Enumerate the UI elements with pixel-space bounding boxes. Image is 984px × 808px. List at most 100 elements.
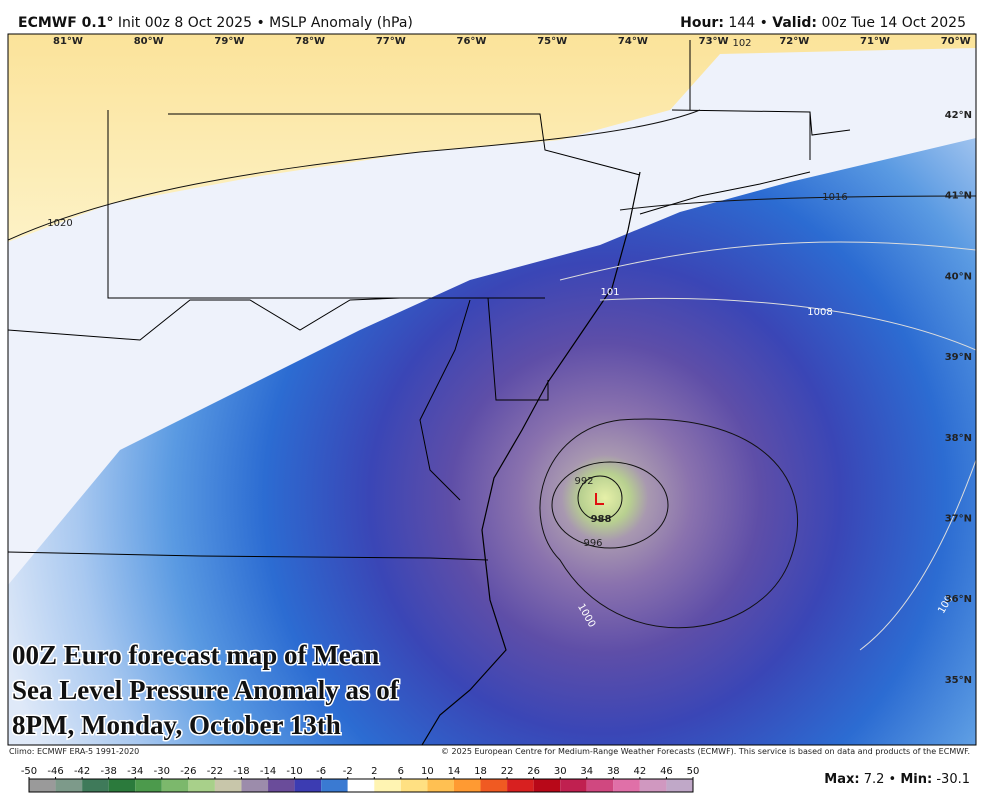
isobars (8, 109, 976, 629)
caption: 8PM, Monday, October 13th (12, 710, 341, 740)
latitude-label: 41°N (945, 191, 972, 202)
latitude-label: 42°N (945, 110, 972, 121)
colorbar-tick-label: -42 (74, 766, 90, 777)
colorbar-tick-label: -30 (154, 766, 170, 777)
colorbar-tick-label: -10 (286, 766, 302, 777)
contour-label: 988 (591, 514, 612, 525)
colorbar-bin (507, 779, 534, 792)
colorbar-bin (188, 779, 215, 792)
longitude-label: 79°W (214, 36, 244, 47)
colorbar-bin (161, 779, 189, 792)
colorbar-tick-label: -50 (21, 766, 37, 777)
negative-anomaly (8, 138, 976, 745)
colorbar-bin (586, 779, 614, 792)
colorbar-bin (268, 779, 295, 792)
stats: Max: 7.2 • Min: -30.1 (824, 772, 970, 787)
colorbar-bin (639, 779, 667, 792)
colorbar-tick-label: 18 (474, 766, 487, 777)
header-right: Hour: 144 • Valid: 00z Tue 14 Oct 2025 (680, 15, 966, 31)
colorbar-bin (29, 779, 56, 792)
colorbar-bin (427, 779, 454, 792)
colorbar-tick-label: 42 (634, 766, 647, 777)
positive-anomaly (8, 34, 976, 242)
colorbar-bin (241, 779, 269, 792)
separator: • (889, 772, 897, 787)
colorbar-tick-label: 34 (580, 766, 593, 777)
contour-label: 101 (600, 287, 619, 298)
min: -30.1 (936, 772, 970, 787)
longitude-label: 77°W (376, 36, 406, 47)
colorbar-tick-label: 30 (554, 766, 567, 777)
colorbar-bin (294, 779, 322, 792)
colorbar-tick-label: -38 (101, 766, 117, 777)
graticule: 81°W 80°W 79°W 78°W 77°W 76°W 75°W 74°W 73°W 72°W… (53, 36, 972, 686)
separator: • (760, 15, 768, 31)
colorbar-tick-label: 26 (527, 766, 540, 777)
colorbar-bin (135, 779, 162, 792)
colorbar-tick-label: 46 (660, 766, 673, 777)
colorbar-tick-label: 50 (687, 766, 700, 777)
contour-label: 102 (732, 38, 751, 49)
colorbar-tick-label: 14 (448, 766, 461, 777)
colorbar-tick-label: -22 (207, 766, 223, 777)
colorbar-bin (453, 779, 481, 792)
colorbar-tick-label: -34 (127, 766, 143, 777)
colorbar-bin (108, 779, 136, 792)
colorbar-tick-label: -6 (316, 766, 326, 777)
longitude-label: 81°W (53, 36, 83, 47)
colorbar-bin (533, 779, 561, 792)
latitude-label: 38°N (945, 433, 972, 444)
min-label: Min: (900, 772, 932, 787)
colorbar-tick-label: 38 (607, 766, 620, 777)
longitude-label: 74°W (618, 36, 648, 47)
latitude-label: 40°N (945, 271, 972, 282)
colorbar-tick-label: 10 (421, 766, 434, 777)
longitude-label: 71°W (860, 36, 890, 47)
hour: 144 (728, 15, 755, 31)
colorbar-bin (214, 779, 242, 792)
latitude-label: 36°N (945, 594, 972, 605)
colorbar: -50 -46 -42 -38 -34 -30 -26 -22 -18 -14 -10 -6 -2 2 6 1… (21, 766, 700, 793)
contour-label: 1008 (807, 307, 832, 318)
caption: Sea Level Pressure Anomaly as of (12, 675, 400, 705)
header-left: ECMWF 0.1° Init 00z 8 Oct 2025 • MSLP An… (18, 15, 413, 31)
boundaries (8, 40, 851, 745)
colorbar-bin (55, 779, 83, 792)
valid-label: Valid: (772, 15, 817, 31)
longitude-label: 76°W (457, 36, 487, 47)
max: 7.2 (864, 772, 885, 787)
longitude-label: 70°W (941, 36, 971, 47)
colorbar-bin (613, 779, 640, 792)
colorbar-bin (400, 779, 428, 792)
colorbar-tick-label: -18 (233, 766, 249, 777)
colorbar-bin (480, 779, 508, 792)
latitude-label: 39°N (945, 352, 972, 363)
longitude-label: 80°W (134, 36, 164, 47)
longitude-label: 72°W (779, 36, 809, 47)
climo: Climo: ECMWF ERA-5 1991-2020 (9, 747, 139, 756)
colorbar-frame (28, 778, 694, 793)
colorbar-bin (374, 779, 401, 792)
map-frame (7, 33, 977, 746)
longitude-label: 73°W (699, 36, 729, 47)
caption: 00Z Euro forecast map of Mean (12, 640, 379, 670)
copyright: © 2025 European Centre for Medium-Range … (441, 747, 970, 756)
longitude-label: 75°W (537, 36, 567, 47)
colorbar-tick-label: -46 (47, 766, 63, 777)
model: ECMWF 0.1° (18, 15, 113, 31)
colorbar-tick-label: -2 (343, 766, 353, 777)
latitude-label: 35°N (945, 675, 972, 686)
colorbar-tick-label: 22 (501, 766, 514, 777)
latitude-label: 37°N (945, 514, 972, 525)
valid: 00z Tue 14 Oct 2025 (821, 15, 966, 31)
hour-label: Hour: (680, 15, 724, 31)
map: 1020 1016 101 1008 992 988 996 1000 100 … (8, 34, 976, 745)
separator: • (256, 15, 264, 31)
colorbar-bin (347, 779, 375, 792)
contour-label: 992 (574, 476, 593, 487)
colorbar-tick-label: 2 (371, 766, 377, 777)
field: MSLP Anomaly (hPa) (269, 15, 413, 31)
colorbar-tick-label: -14 (260, 766, 276, 777)
colorbar-bin (666, 779, 693, 792)
